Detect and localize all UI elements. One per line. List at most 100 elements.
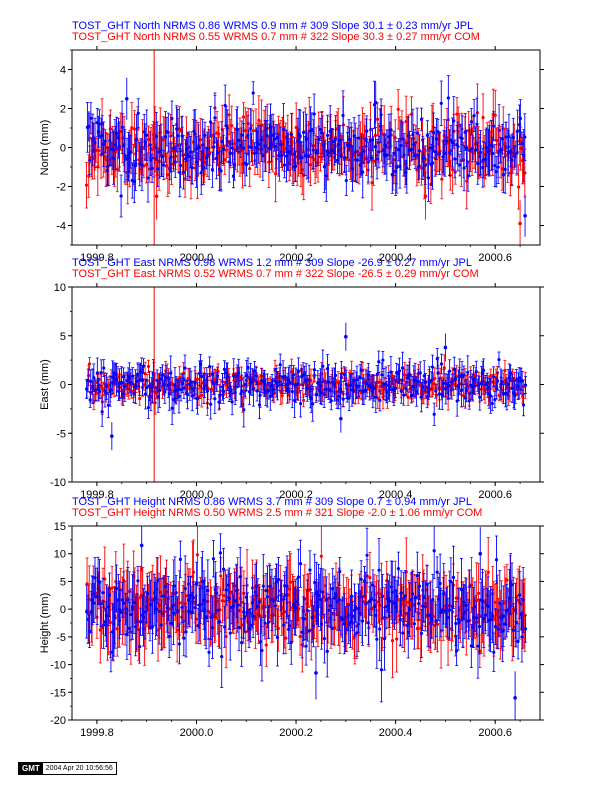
- data-point: [252, 151, 257, 156]
- data-point: [329, 399, 333, 403]
- data-point: [180, 382, 184, 386]
- data-point: [440, 393, 444, 397]
- data-point: [377, 360, 381, 364]
- data-point: [123, 154, 127, 158]
- data-point: [159, 377, 163, 381]
- data-point: [230, 124, 234, 128]
- data-point: [304, 136, 309, 141]
- data-point: [408, 373, 412, 378]
- data-point: [336, 142, 341, 147]
- data-point: [237, 138, 241, 143]
- data-point: [489, 374, 493, 378]
- data-point: [208, 120, 213, 124]
- data-point: [244, 162, 249, 167]
- data-point: [307, 378, 311, 383]
- x-tick-label: 2000.4: [379, 252, 413, 264]
- data-point: [378, 398, 382, 403]
- data-point: [307, 154, 311, 159]
- data-point: [195, 377, 199, 381]
- x-tick-label: 2000.2: [279, 252, 313, 264]
- data-point: [97, 122, 101, 126]
- data-point: [392, 151, 396, 155]
- data-point: [476, 161, 480, 166]
- data-point: [145, 386, 149, 390]
- data-point: [275, 384, 280, 388]
- data-point: [494, 375, 498, 379]
- data-point: [324, 387, 328, 391]
- data-point: [478, 150, 483, 155]
- data-point: [370, 138, 375, 142]
- data-point: [400, 366, 405, 370]
- data-point: [426, 176, 431, 180]
- data-point: [449, 388, 453, 392]
- data-point: [473, 384, 477, 388]
- data-point: [377, 150, 381, 154]
- data-point: [145, 133, 149, 137]
- data-point: [376, 117, 380, 121]
- data-point: [254, 374, 258, 378]
- data-point: [474, 374, 478, 378]
- data-point: [324, 174, 328, 178]
- data-point: [437, 152, 442, 156]
- data-point: [316, 381, 320, 385]
- data-point: [355, 377, 359, 382]
- data-point: [179, 388, 183, 392]
- data-point: [121, 392, 125, 396]
- data-point: [106, 164, 110, 169]
- data-point: [311, 402, 315, 406]
- data-point: [452, 382, 456, 386]
- data-point: [520, 141, 524, 145]
- data-point: [299, 368, 303, 372]
- data-point: [425, 395, 429, 399]
- data-point: [493, 163, 497, 168]
- data-point: [429, 379, 433, 383]
- data-point: [277, 380, 281, 384]
- data-point: [99, 385, 103, 389]
- data-point: [87, 362, 92, 366]
- data-point: [281, 127, 286, 131]
- data-point: [369, 385, 373, 389]
- data-point: [470, 146, 474, 151]
- data-point: [451, 168, 455, 172]
- data-point: [100, 410, 104, 414]
- data-point: [136, 373, 140, 377]
- data-point: [501, 173, 505, 177]
- data-point: [417, 149, 422, 153]
- data-point: [176, 388, 180, 392]
- data-point: [201, 143, 205, 147]
- y-tick-label: 2: [60, 104, 66, 116]
- data-point: [336, 380, 340, 384]
- data-point: [361, 170, 365, 174]
- data-point: [111, 148, 115, 152]
- data-point: [264, 128, 268, 132]
- data-point: [498, 148, 503, 152]
- data-point: [405, 166, 409, 170]
- data-point: [447, 151, 452, 155]
- data-point: [202, 386, 206, 391]
- data-point: [199, 171, 203, 175]
- data-point: [370, 181, 374, 185]
- data-point: [154, 134, 158, 138]
- data-point: [331, 140, 335, 144]
- data-point: [249, 126, 253, 130]
- data-point: [144, 162, 149, 167]
- data-point: [131, 374, 135, 378]
- data-point: [440, 177, 444, 181]
- y-tick-label: -2: [56, 182, 66, 194]
- data-point: [146, 137, 151, 142]
- data-point: [291, 373, 296, 377]
- data-point: [418, 371, 422, 375]
- data-point: [119, 194, 123, 198]
- data-point: [190, 166, 194, 170]
- data-point: [344, 382, 348, 386]
- data-point: [370, 156, 374, 160]
- data-point: [339, 375, 343, 379]
- data-point: [261, 154, 265, 158]
- data-point: [201, 165, 206, 169]
- data-point: [437, 392, 442, 396]
- data-point: [88, 398, 92, 402]
- data-point: [453, 157, 457, 161]
- data-point: [251, 91, 255, 95]
- data-point: [462, 373, 466, 377]
